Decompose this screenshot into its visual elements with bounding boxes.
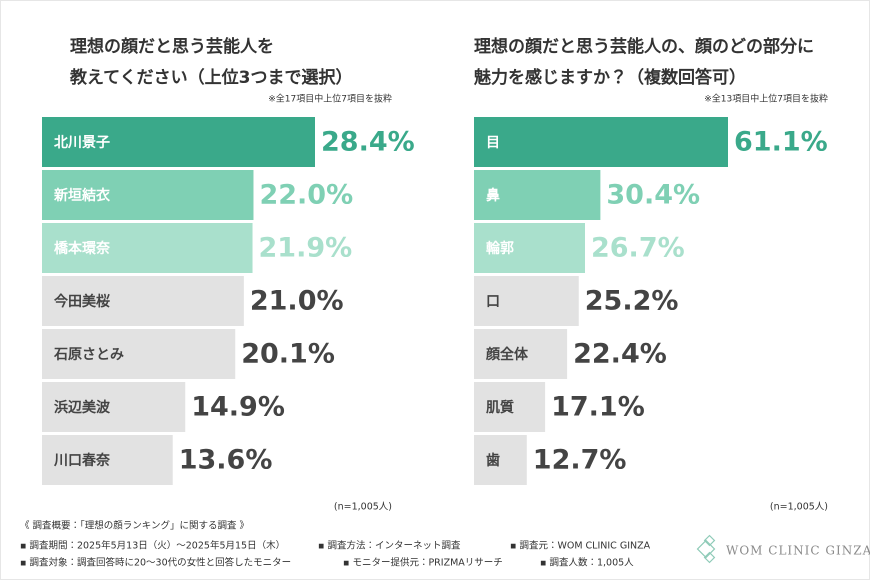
value-label: 20.1%	[241, 339, 335, 370]
footer-item: ▪ 調査人数：1,005人	[540, 557, 634, 569]
footer-item: ▪ モニター提供元：PRIZMAリサーチ	[343, 557, 503, 569]
category-label: 目	[486, 135, 500, 151]
category-label: 歯	[486, 452, 500, 469]
footer-item: ▪ 調査対象：調査回答時に20〜30代の女性と回答したモニター	[20, 557, 291, 569]
sample-size: (n=1,005人)	[334, 502, 392, 513]
bar	[474, 117, 728, 167]
value-label: 13.6%	[179, 445, 273, 476]
category-label: 鼻	[486, 187, 500, 204]
category-label: 口	[486, 294, 500, 310]
brand-logo	[696, 534, 716, 564]
value-label: 26.7%	[591, 233, 685, 264]
bar	[474, 329, 568, 379]
value-label: 22.0%	[259, 180, 353, 211]
value-label: 14.9%	[191, 392, 285, 423]
value-label: 61.1%	[734, 127, 828, 158]
bar	[474, 276, 579, 326]
bar	[474, 170, 601, 220]
chart-title: 理想の顔だと思う芸能人を	[70, 36, 274, 57]
value-label: 30.4%	[606, 180, 700, 211]
category-label: 顔全体	[485, 346, 529, 363]
bar	[42, 329, 236, 379]
chart-title: 教えてください（上位3つまで選択）	[69, 67, 352, 88]
bar	[42, 276, 244, 326]
bar	[42, 170, 254, 220]
chart-title: 魅力を感じますか？（複数回答可）	[473, 67, 746, 88]
category-label: 北川景子	[54, 135, 110, 151]
category-label: 輪郭	[486, 240, 514, 257]
value-label: 17.1%	[551, 392, 645, 423]
bar	[474, 223, 585, 273]
footer-heading: 《 調査概要：「理想の顔ランキング」に関する調査 》	[20, 520, 249, 532]
sample-size: (n=1,005人)	[770, 502, 828, 513]
category-label: 肌質	[486, 399, 514, 416]
bar	[42, 382, 186, 432]
footer-item: ▪ 調査期間：2025年5月13日（火）〜2025年5月15日（木）	[20, 540, 285, 552]
footer-item: ▪ 調査方法：インターネット調査	[318, 540, 461, 552]
chart-title: 理想の顔だと思う芸能人の、顔のどの部分に	[474, 36, 814, 57]
value-label: 21.9%	[259, 233, 353, 264]
category-label: 浜辺美波	[54, 399, 111, 416]
category-label: 橋本環奈	[54, 240, 111, 257]
bar	[474, 435, 527, 485]
bar	[42, 435, 173, 485]
footer-item: ▪ 調査元：WOM CLINIC GINZA	[510, 540, 651, 552]
bar	[42, 117, 315, 167]
value-label: 12.7%	[533, 445, 627, 476]
brand-name: WOM CLINIC GINZA	[726, 544, 870, 558]
chart-note: ※全17項目中上位7項目を抜粋	[268, 93, 392, 105]
value-label: 22.4%	[573, 339, 667, 370]
category-label: 石原さとみ	[53, 347, 124, 363]
category-label: 新垣結衣	[53, 187, 111, 204]
bar	[42, 223, 253, 273]
value-label: 25.2%	[585, 286, 679, 317]
category-label: 今田美桜	[54, 293, 110, 310]
chart-note: ※全13項目中上位7項目を抜粋	[704, 93, 828, 105]
category-label: 川口春奈	[53, 452, 111, 469]
value-label: 21.0%	[250, 286, 344, 317]
value-label: 28.4%	[321, 127, 415, 158]
bar	[474, 382, 546, 432]
